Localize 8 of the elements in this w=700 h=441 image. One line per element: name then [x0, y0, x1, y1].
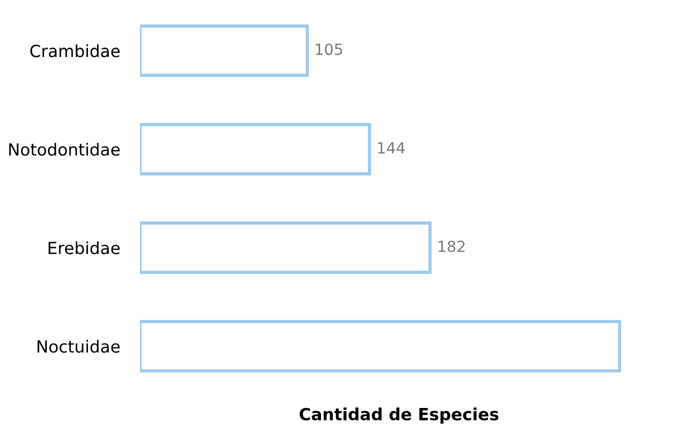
y-tick-label: Erebidae [48, 241, 120, 254]
y-tick-label: Notodontidae [9, 142, 120, 156]
data-label: 105 [316, 44, 342, 56]
y-tick-label: Noctuidae [38, 340, 120, 353]
data-label: 182 [438, 240, 465, 252]
data-label: 144 [378, 142, 405, 154]
x-axis-title: Cantidad de Especies [300, 408, 498, 424]
y-tick-label: Crambidae [30, 44, 120, 58]
